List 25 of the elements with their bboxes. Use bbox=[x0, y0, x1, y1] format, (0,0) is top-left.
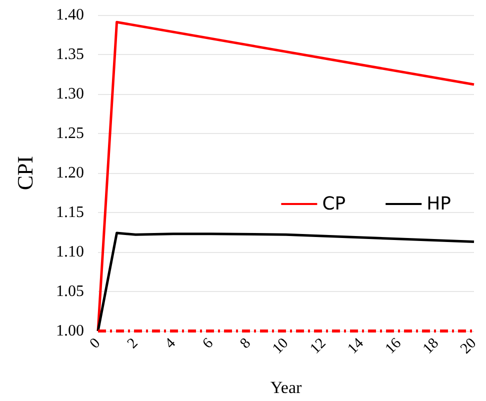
y-tick-label: 1.10 bbox=[56, 244, 84, 260]
x-tick-label: 16 bbox=[382, 334, 405, 358]
legend-label: HP bbox=[426, 194, 452, 214]
y-tick-label: 1.25 bbox=[56, 125, 84, 142]
y-tick-label: 1.05 bbox=[56, 283, 84, 300]
y-tick-label: 1.00 bbox=[56, 322, 84, 340]
x-tick-label: 4 bbox=[162, 334, 180, 352]
x-tick-label: 2 bbox=[124, 335, 142, 352]
x-tick-label: 0 bbox=[87, 335, 104, 352]
y-tick-label: 1.15 bbox=[56, 204, 84, 221]
y-tick-label: 1.40 bbox=[56, 6, 84, 24]
x-tick-label: 18 bbox=[420, 335, 442, 358]
x-tick-label: 20 bbox=[458, 335, 480, 358]
y-axis-title: CPI bbox=[12, 156, 38, 190]
x-tick-label: 14 bbox=[344, 334, 368, 358]
line-series bbox=[96, 232, 476, 332]
y-tick-label: 1.30 bbox=[56, 86, 84, 102]
legend-label: CP bbox=[322, 194, 346, 214]
y-tick-label: 1.35 bbox=[56, 46, 84, 63]
x-axis-title: Year bbox=[270, 378, 302, 397]
x-tick-label: 12 bbox=[307, 335, 330, 358]
x-tick-label: 8 bbox=[237, 335, 254, 352]
x-tick-label: 10 bbox=[270, 335, 292, 358]
x-tick-label: 6 bbox=[200, 334, 217, 352]
y-tick-label: 1.20 bbox=[56, 164, 84, 182]
